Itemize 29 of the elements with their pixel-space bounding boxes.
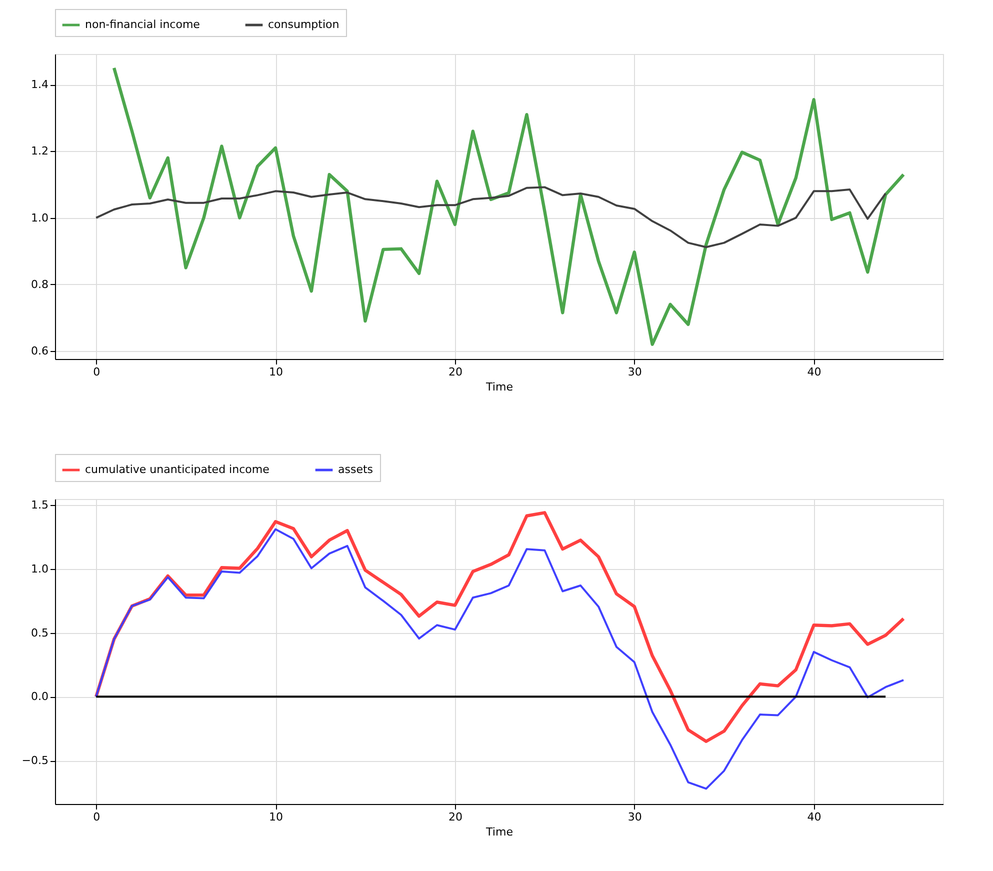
x-tick-label: 0 xyxy=(93,810,100,824)
y-tick-label: 1.5 xyxy=(31,498,48,512)
x-tick-label: 40 xyxy=(807,366,822,378)
x-tick-label: 40 xyxy=(807,810,822,824)
x-tick-label: 10 xyxy=(269,810,284,824)
x-axis-title: Time xyxy=(485,380,514,394)
x-tick-label: 30 xyxy=(628,810,642,824)
legend-label: non-financial income xyxy=(85,18,200,31)
line-series xyxy=(112,66,906,346)
x-axis-title: Time xyxy=(485,826,514,838)
x-tick-label: 20 xyxy=(448,810,462,824)
y-tick-label: 0.6 xyxy=(31,344,48,358)
y-tick-label: 1.2 xyxy=(31,144,48,158)
x-tick-label: 30 xyxy=(628,366,642,378)
legend-label: cumulative unanticipated income xyxy=(85,463,270,476)
legend-label: assets xyxy=(338,463,374,476)
x-tick-label: 0 xyxy=(93,366,100,378)
y-tick-label: 0.8 xyxy=(31,278,48,291)
x-tick-label: 10 xyxy=(269,366,284,378)
legend-label: consumption xyxy=(268,18,340,31)
x-tick-label: 20 xyxy=(448,366,462,378)
y-tick-label: 0.5 xyxy=(31,626,48,640)
y-tick-label: 1.4 xyxy=(31,78,48,92)
line-series xyxy=(95,528,905,790)
y-tick-label: 0.0 xyxy=(31,690,48,704)
y-tick-label: −0.5 xyxy=(22,754,48,768)
line-series xyxy=(95,186,887,248)
y-tick-label: 1.0 xyxy=(31,211,48,224)
y-tick-label: 1.0 xyxy=(31,562,48,576)
